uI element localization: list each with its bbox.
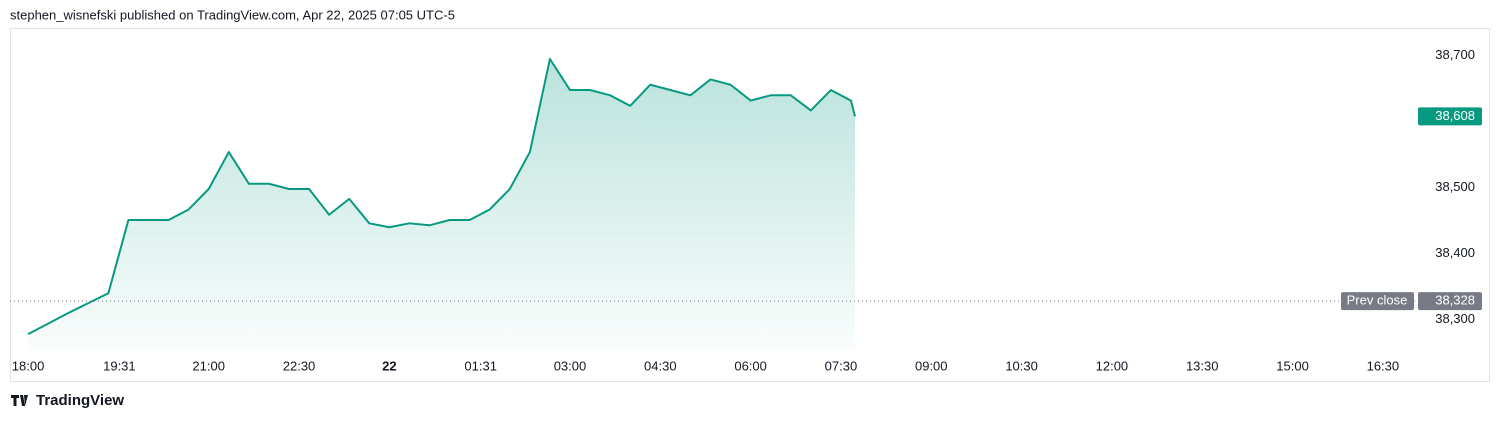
x-tick-label: 13:30 — [1186, 358, 1219, 373]
x-tick-label: 16:30 — [1367, 358, 1400, 373]
x-tick-label: 03:00 — [554, 358, 587, 373]
x-tick-label: 07:30 — [825, 358, 858, 373]
prev-close-value-tag — [1418, 292, 1482, 311]
x-tick-label: 22:30 — [283, 358, 316, 373]
y-tick-label: 38,700 — [1435, 47, 1475, 62]
price-line — [27, 58, 856, 336]
x-tick-label: 18:00 — [12, 358, 45, 373]
y-tick-label: 38,300 — [1435, 311, 1475, 326]
logo: TradingView — [11, 392, 124, 409]
x-tick-label: 19:31 — [103, 358, 136, 373]
x-tick-label: 22 — [382, 358, 396, 373]
logo-icon — [11, 395, 28, 406]
x-tick-label: 04:30 — [644, 358, 677, 373]
prev-close-label: Prev close — [1347, 293, 1408, 308]
last-price-value: 38,608 — [1435, 108, 1475, 123]
y-tick-label: 38,500 — [1435, 179, 1475, 194]
y-tick-label: 38,400 — [1435, 245, 1475, 260]
x-tick-label: 09:00 — [915, 358, 948, 373]
header: stephen_wisnefski published on TradingVi… — [10, 7, 455, 22]
x-tick-label: 10:30 — [1005, 358, 1038, 373]
x-tick-label: 12:00 — [1096, 358, 1129, 373]
prev-close-tag — [1341, 292, 1414, 311]
x-tick-label: 06:00 — [734, 358, 767, 373]
x-tick-label: 15:00 — [1276, 358, 1309, 373]
logo-text: TradingView — [36, 392, 124, 409]
prev-close-value: 38,328 — [1435, 293, 1475, 308]
x-tick-label: 21:00 — [192, 358, 225, 373]
area-fill — [28, 59, 856, 350]
frame — [10, 28, 1490, 382]
x-tick-label: 01:31 — [464, 358, 497, 373]
last-price-tag — [1418, 107, 1482, 126]
